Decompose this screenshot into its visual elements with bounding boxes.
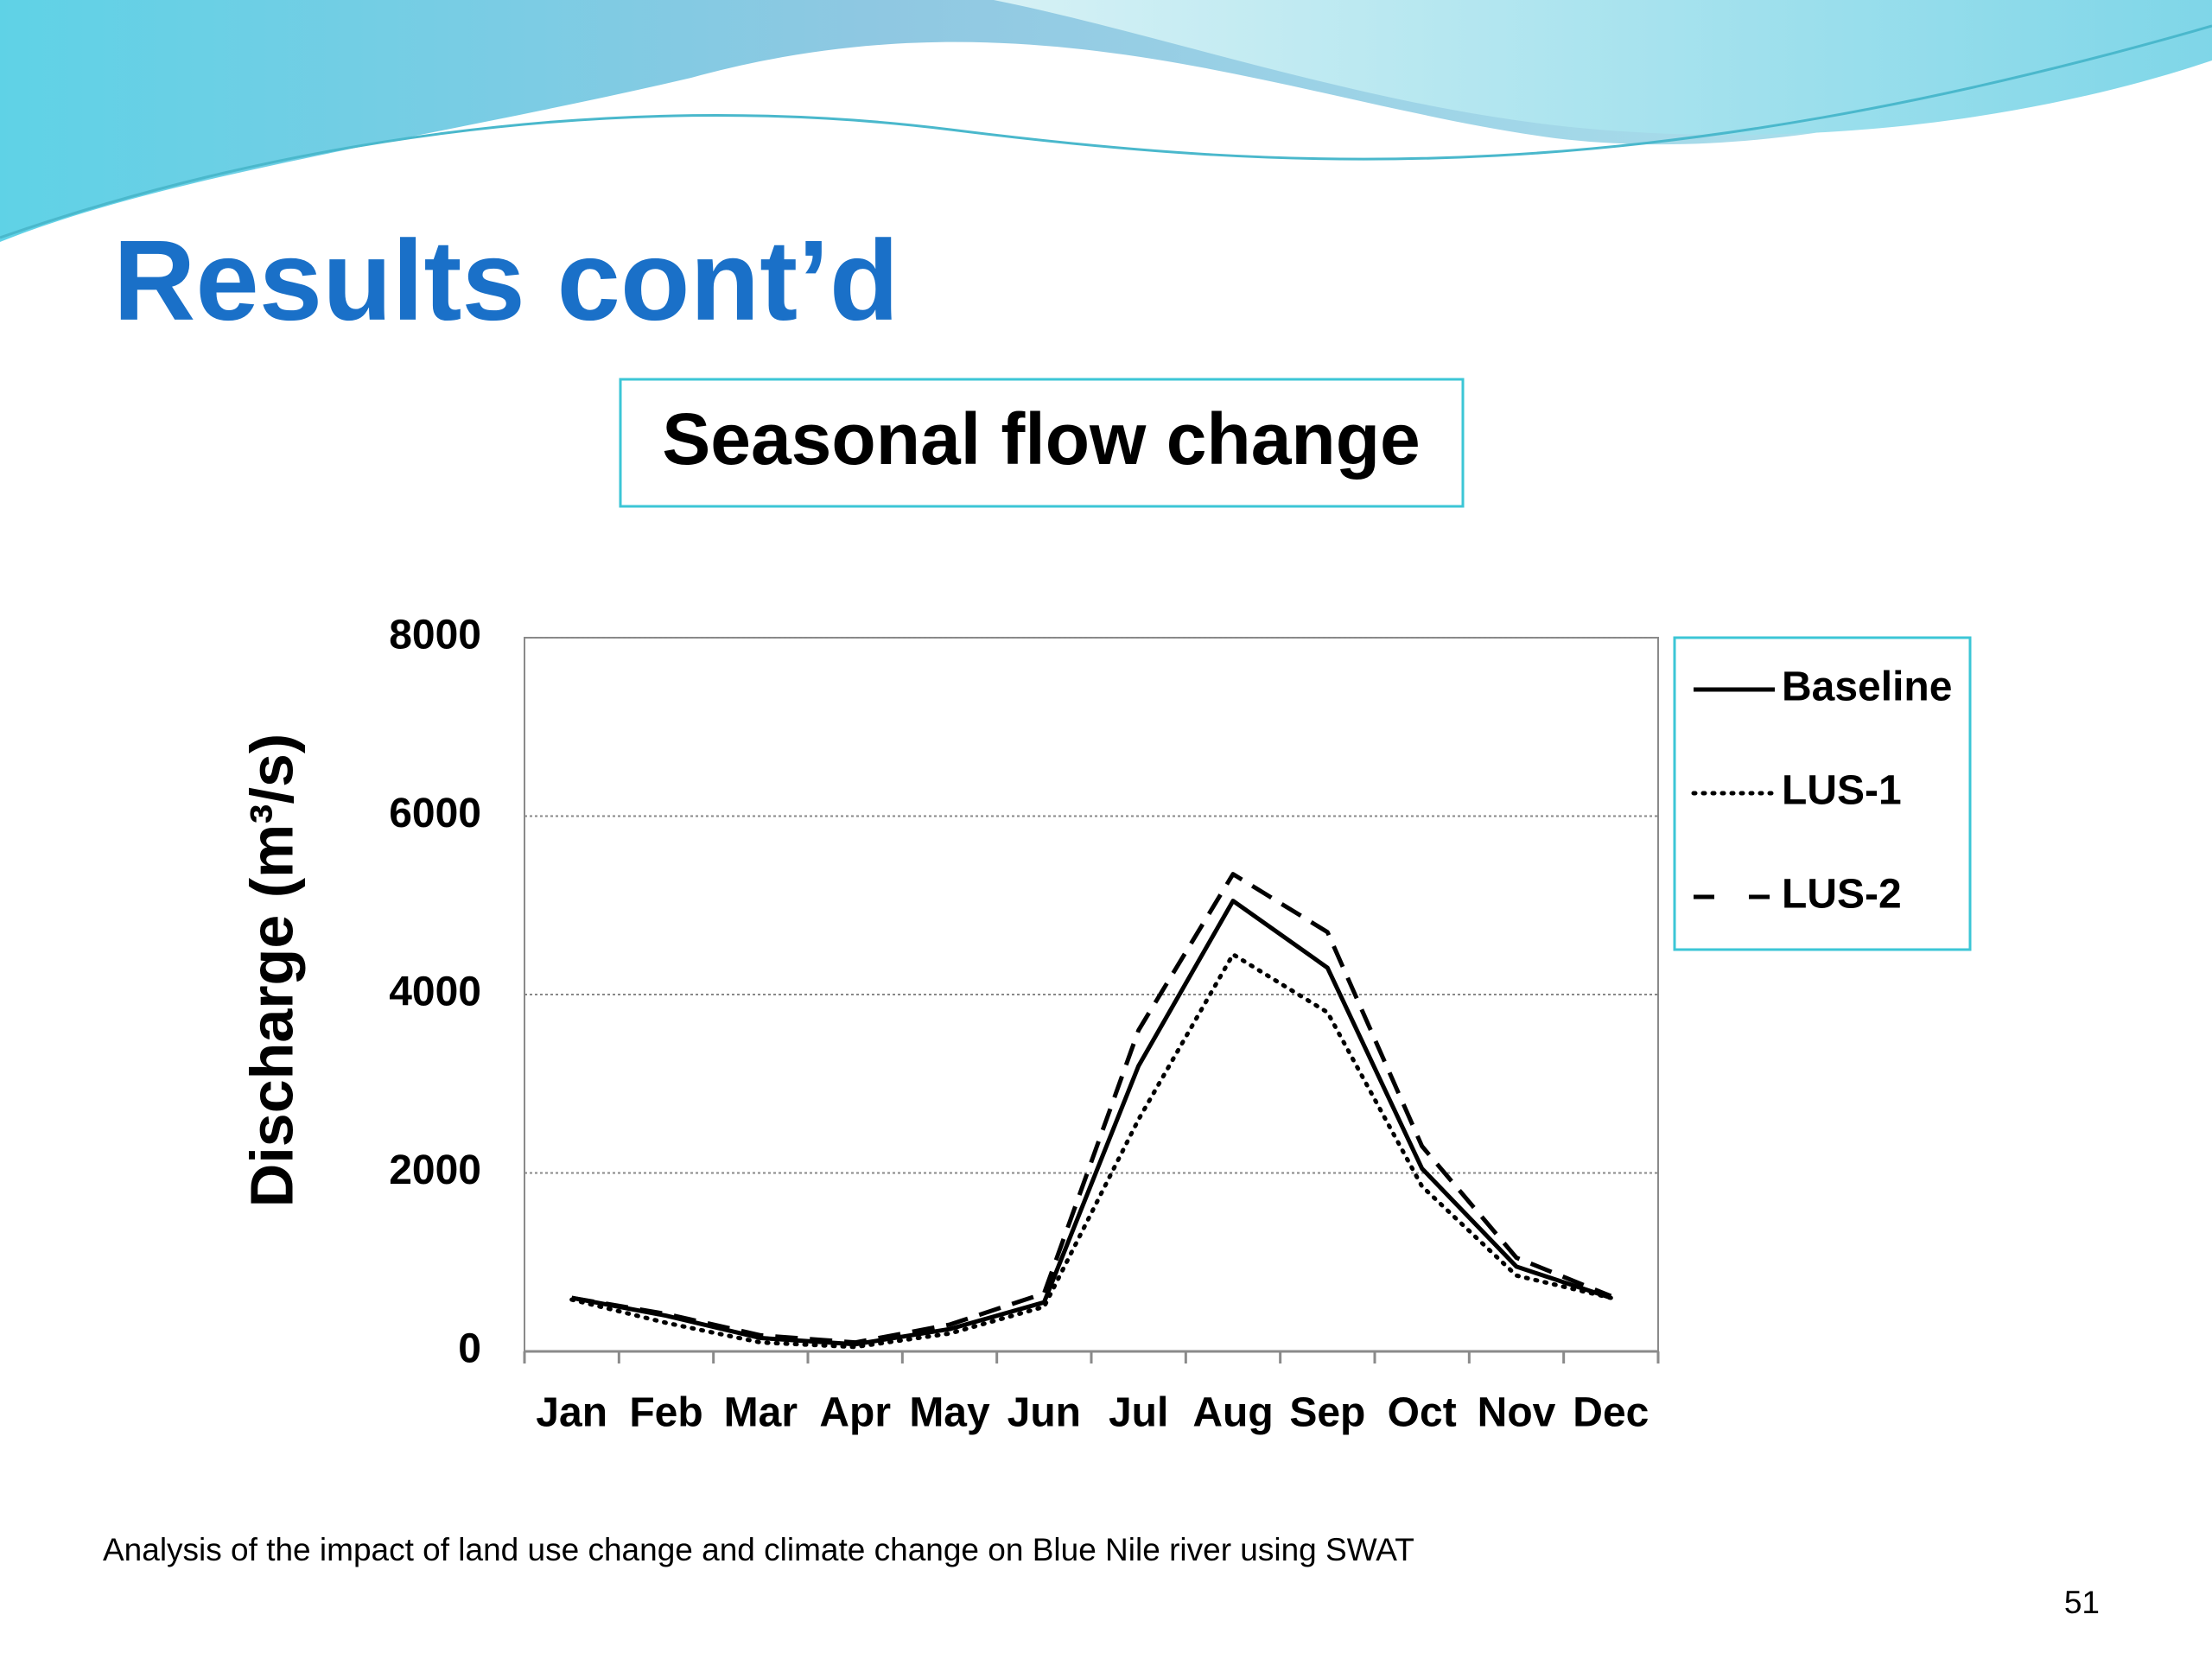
- y-tick-label: 4000: [389, 969, 481, 1015]
- y-tick-label: 6000: [389, 791, 481, 836]
- page-number: 51: [2064, 1585, 2100, 1620]
- x-tick-label: Jan: [536, 1390, 607, 1436]
- y-tick-label: 8000: [389, 613, 481, 658]
- series-line: [571, 872, 1612, 1345]
- x-tick-label: Oct: [1388, 1390, 1457, 1436]
- footer: Analysis of the impact of land use chang…: [103, 1532, 1414, 1567]
- chart-title-box: [619, 378, 1465, 508]
- x-tick-label: Mar: [724, 1390, 798, 1436]
- x-tick-label: May: [909, 1390, 990, 1436]
- y-axis-label: Discharge (m³/s): [238, 734, 305, 1207]
- x-tick-label: Sep: [1289, 1390, 1365, 1436]
- x-tick-label: Jul: [1109, 1390, 1168, 1436]
- x-tick-label: Feb: [629, 1390, 702, 1436]
- y-tick-label: 2000: [389, 1147, 481, 1193]
- y-tick-label: 0: [458, 1326, 481, 1372]
- series-line: [571, 899, 1612, 1347]
- series-line: [569, 952, 1613, 1350]
- header-line: [0, 24, 2212, 239]
- x-tick-label: Nov: [1478, 1390, 1556, 1436]
- x-tick-label: Dec: [1573, 1390, 1649, 1436]
- header-wave: [994, 0, 2212, 136]
- slide-title: Results cont’d: [113, 217, 899, 344]
- x-tick-label: Jun: [1007, 1390, 1081, 1436]
- x-tick-label: Apr: [819, 1390, 891, 1436]
- legend-label: LUS-2: [1782, 872, 1902, 918]
- legend-label: LUS-1: [1782, 768, 1902, 814]
- chart-title: Seasonal flow change: [662, 398, 1421, 480]
- x-tick-label: Aug: [1192, 1390, 1273, 1436]
- legend-label: Baseline: [1782, 664, 1952, 710]
